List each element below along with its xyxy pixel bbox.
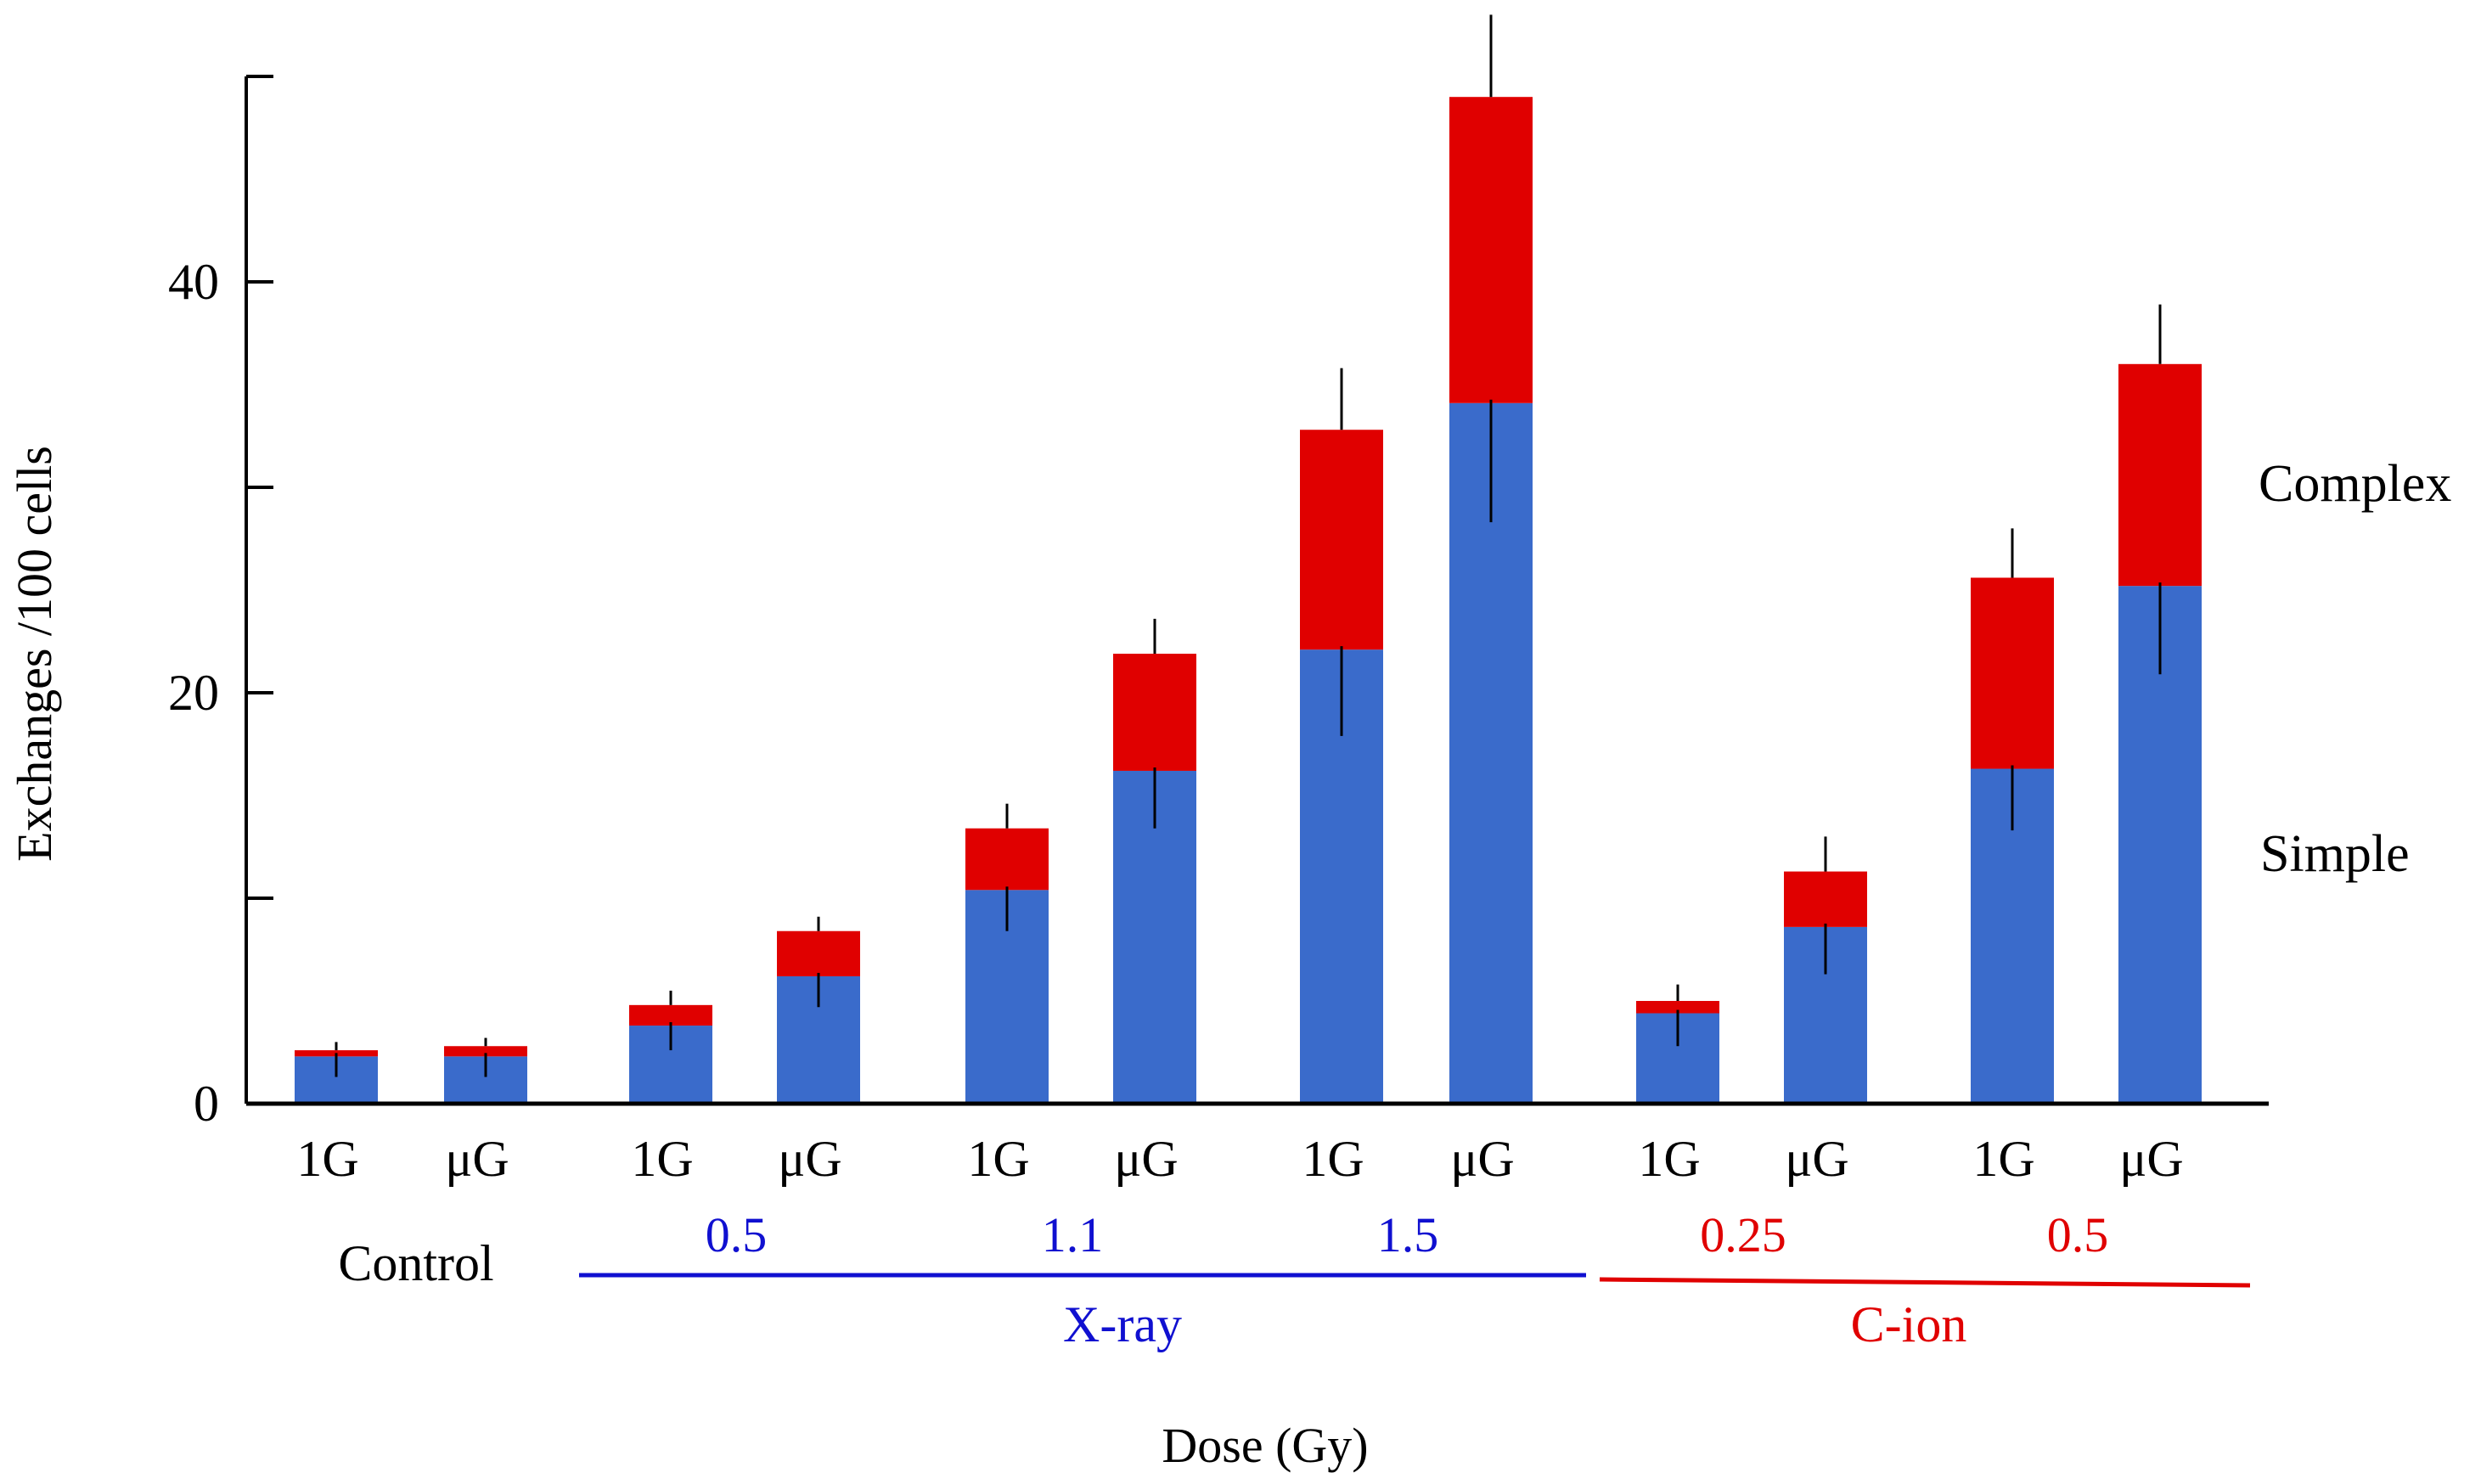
- legend-simple: Simple: [2260, 825, 2410, 883]
- bar-complex-1: [444, 1046, 527, 1057]
- bar-complex-7: [1449, 97, 1533, 403]
- category-label-4: 1G: [967, 1131, 1029, 1187]
- bar-complex-6: [1300, 430, 1383, 650]
- category-label-7: μG: [1450, 1131, 1515, 1187]
- labels-layer: Exchanges /100 cells Dose (Gy) Control X…: [7, 446, 2451, 1473]
- dose-label-4: 0.25: [1700, 1207, 1786, 1262]
- group-label-control: Control: [338, 1235, 493, 1291]
- error-bars-layer: [335, 14, 2162, 1077]
- bar-complex-4: [965, 828, 1049, 891]
- bar-complex-2: [629, 1004, 712, 1026]
- group-label-cion: C-ion: [1851, 1296, 1967, 1352]
- bars-layer: [295, 97, 2202, 1104]
- bar-complex-9: [1784, 871, 1867, 927]
- cion-bracket-line: [1599, 1277, 2251, 1288]
- category-label-8: 1G: [1638, 1131, 1700, 1187]
- legend-complex: Complex: [2259, 455, 2451, 513]
- category-label-5: μG: [1114, 1131, 1179, 1187]
- bar-complex-5: [1113, 654, 1196, 771]
- dose-label-2: 1.1: [1042, 1207, 1104, 1262]
- category-label-9: μG: [1785, 1131, 1849, 1187]
- dose-label-1: 0.5: [706, 1207, 768, 1262]
- x-axis-title: Dose (Gy): [1162, 1418, 1368, 1473]
- category-label-0: 1G: [296, 1131, 358, 1187]
- bar-complex-10: [1971, 577, 2054, 769]
- y-tick-label-1: 20: [168, 665, 219, 721]
- dose-label-5: 0.5: [2047, 1207, 2109, 1262]
- category-label-3: μG: [778, 1131, 842, 1187]
- group-label-xray: X-ray: [1063, 1296, 1182, 1352]
- bar-complex-3: [777, 930, 860, 976]
- category-label-1: μG: [445, 1131, 509, 1187]
- bar-complex-11: [2118, 363, 2202, 587]
- y-tick-label-0: 0: [194, 1076, 219, 1132]
- y-tick-label-2: 40: [168, 254, 219, 310]
- axes-layer: 0 20 40: [168, 75, 2269, 1132]
- category-label-2: 1G: [631, 1131, 693, 1187]
- y-axis-title: Exchanges /100 cells: [7, 446, 62, 862]
- category-label-6: 1G: [1302, 1131, 1364, 1187]
- bar-complex-8: [1636, 1001, 1719, 1014]
- dose-label-3: 1.5: [1377, 1207, 1439, 1262]
- category-label-11: μG: [2119, 1131, 2184, 1187]
- category-label-10: 1G: [1972, 1131, 2034, 1187]
